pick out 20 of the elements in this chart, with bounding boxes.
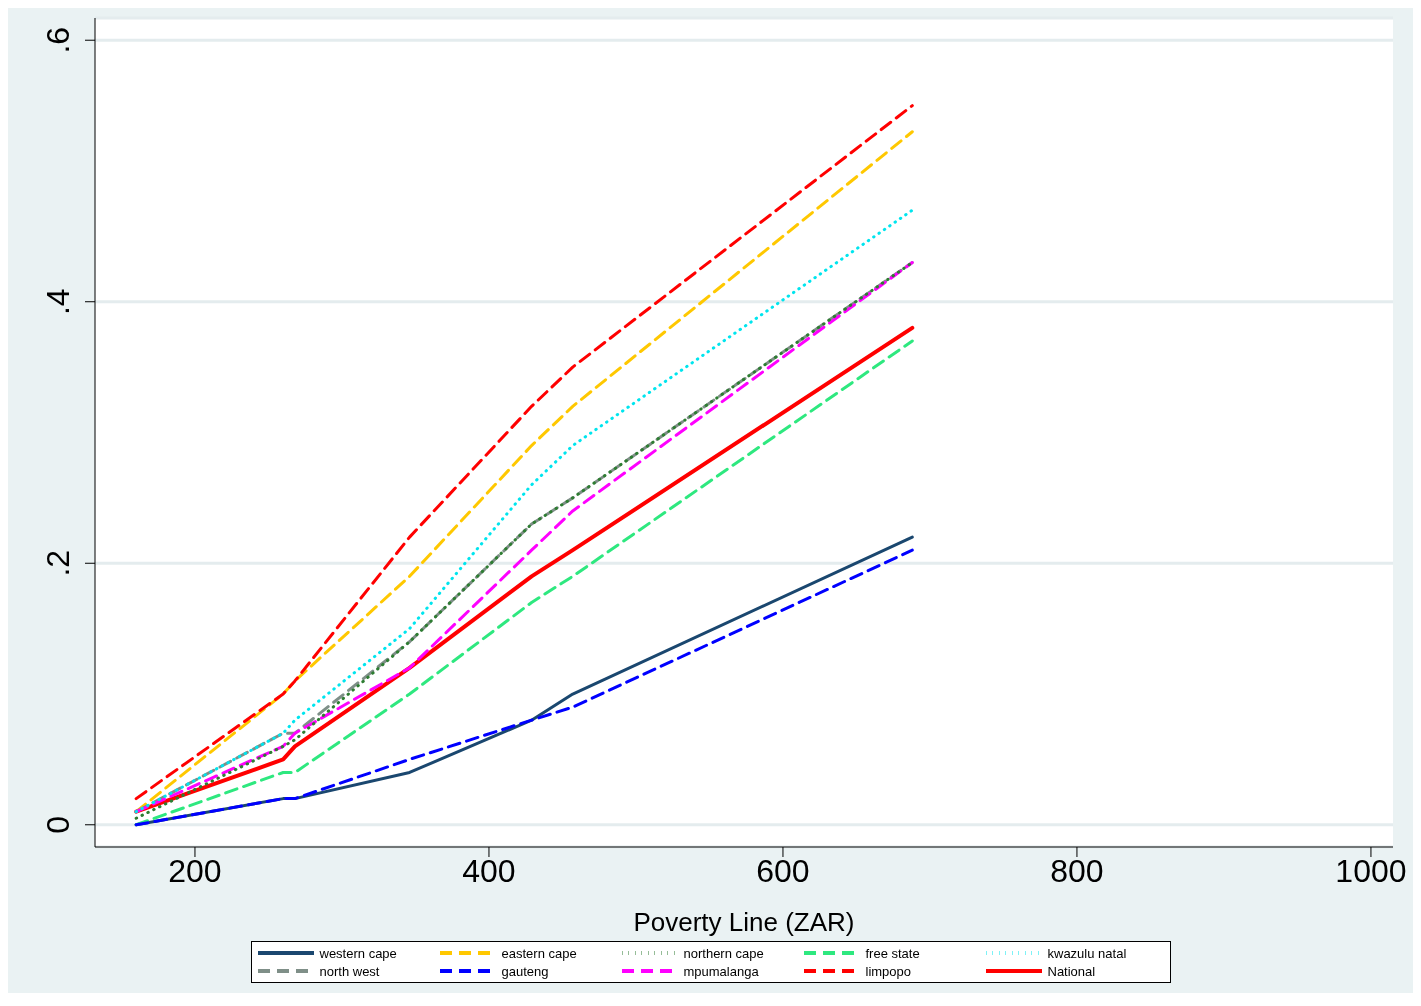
x-axis-title: Poverty Line (ZAR) — [633, 907, 855, 937]
y-tick-label: .2 — [40, 549, 76, 577]
x-tick-label: 1000 — [1335, 852, 1407, 889]
legend-label: western cape — [319, 945, 397, 961]
legend-label: north west — [319, 963, 380, 979]
legend-label: limpopo — [865, 963, 912, 979]
x-tick-label: 600 — [756, 852, 810, 889]
y-tick-label: .6 — [40, 26, 76, 54]
legend-label: National — [1047, 963, 1096, 979]
legend-label: kwazulu natal — [1047, 945, 1127, 961]
y-tick-label: .4 — [40, 288, 76, 316]
legend-label: mpumalanga — [683, 963, 759, 979]
legend-label: eastern cape — [501, 945, 577, 961]
x-tick-label: 200 — [168, 852, 222, 889]
legend-label: northern cape — [683, 945, 764, 961]
x-tick-label: 800 — [1050, 852, 1104, 889]
y-tick-label: 0 — [40, 815, 76, 834]
x-tick-label: 400 — [462, 852, 516, 889]
legend-label: gauteng — [501, 963, 549, 979]
legend-label: free state — [865, 945, 920, 961]
